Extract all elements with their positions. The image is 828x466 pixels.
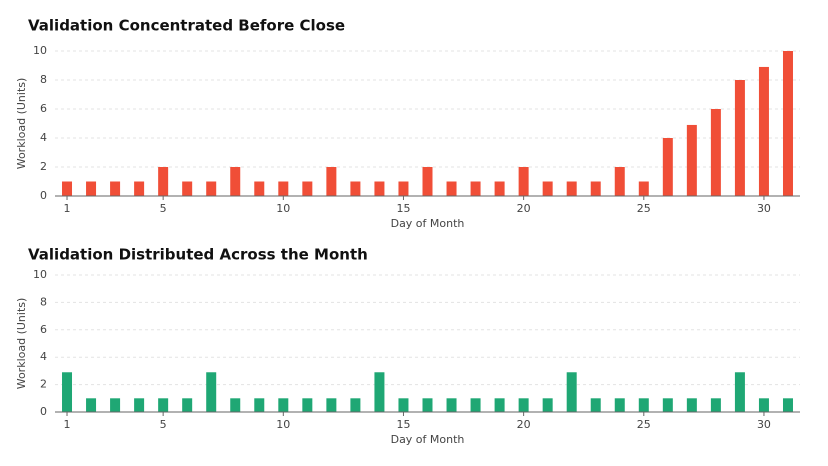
bar [62, 181, 73, 196]
x-tick-label: 1 [64, 202, 71, 215]
y-tick-label: 6 [40, 323, 47, 336]
bar [398, 181, 409, 196]
bar [422, 398, 433, 412]
bar [302, 398, 313, 412]
bar [110, 398, 121, 412]
bar [494, 181, 505, 196]
x-tick-label: 15 [396, 202, 410, 215]
bar [134, 181, 145, 196]
bar [230, 167, 241, 196]
bar [398, 398, 409, 412]
y-tick-label: 4 [40, 131, 47, 144]
bar [710, 109, 721, 196]
bar [302, 181, 313, 196]
bar [614, 167, 625, 196]
bar [62, 372, 73, 412]
bar [110, 181, 121, 196]
bar [590, 181, 601, 196]
bar [86, 181, 97, 196]
x-tick-label: 5 [160, 418, 167, 431]
x-tick-label: 10 [276, 202, 290, 215]
bar [350, 398, 361, 412]
x-tick-label: 25 [637, 418, 651, 431]
bar [350, 181, 361, 196]
bar [638, 398, 649, 412]
bar [446, 181, 457, 196]
y-axis-label: Workload (Units) [15, 78, 28, 170]
bar [494, 398, 505, 412]
y-tick-label: 10 [33, 268, 47, 281]
y-tick-label: 6 [40, 102, 47, 115]
x-tick-label: 20 [517, 202, 531, 215]
bar [518, 167, 529, 196]
bar [158, 167, 169, 196]
bar [254, 181, 265, 196]
bar [446, 398, 457, 412]
bar [566, 181, 577, 196]
bar [758, 398, 769, 412]
bar [374, 372, 385, 412]
bar [662, 138, 673, 196]
bar [134, 398, 145, 412]
bar [182, 181, 193, 196]
bar [470, 181, 481, 196]
x-tick-label: 1 [64, 418, 71, 431]
y-axis-label: Workload (Units) [15, 298, 28, 390]
bar [326, 398, 337, 412]
bar [566, 372, 577, 412]
y-tick-label: 8 [40, 295, 47, 308]
y-tick-label: 0 [40, 189, 47, 202]
bar [782, 398, 793, 412]
chart-title: Validation Distributed Across the Month [28, 246, 368, 264]
y-tick-label: 2 [40, 378, 47, 391]
bar [542, 398, 553, 412]
bar [638, 181, 649, 196]
bar [734, 80, 745, 196]
bar [230, 398, 241, 412]
bar [758, 66, 769, 196]
y-tick-label: 10 [33, 44, 47, 57]
bar [422, 167, 433, 196]
bar [206, 181, 217, 196]
bar [254, 398, 265, 412]
y-tick-label: 8 [40, 73, 47, 86]
x-axis-label: Day of Month [391, 217, 465, 230]
bar [686, 398, 697, 412]
bar [686, 124, 697, 196]
y-tick-label: 0 [40, 405, 47, 418]
bar [326, 167, 337, 196]
x-axis-label: Day of Month [391, 433, 465, 446]
x-tick-label: 15 [396, 418, 410, 431]
bar [734, 372, 745, 412]
bar [782, 51, 793, 196]
bar [590, 398, 601, 412]
y-tick-label: 2 [40, 160, 47, 173]
bar [86, 398, 97, 412]
bar [542, 181, 553, 196]
x-tick-label: 30 [757, 202, 771, 215]
bar [278, 398, 289, 412]
bar [374, 181, 385, 196]
bar [278, 181, 289, 196]
x-tick-label: 5 [160, 202, 167, 215]
bar [710, 398, 721, 412]
chart-title: Validation Concentrated Before Close [28, 17, 345, 35]
bar [518, 398, 529, 412]
y-tick-label: 4 [40, 350, 47, 363]
bar [182, 398, 193, 412]
bar [158, 398, 169, 412]
bar [470, 398, 481, 412]
bar [614, 398, 625, 412]
bar [206, 372, 217, 412]
x-tick-label: 10 [276, 418, 290, 431]
x-tick-label: 25 [637, 202, 651, 215]
bar [662, 398, 673, 412]
x-tick-label: 30 [757, 418, 771, 431]
x-tick-label: 20 [517, 418, 531, 431]
